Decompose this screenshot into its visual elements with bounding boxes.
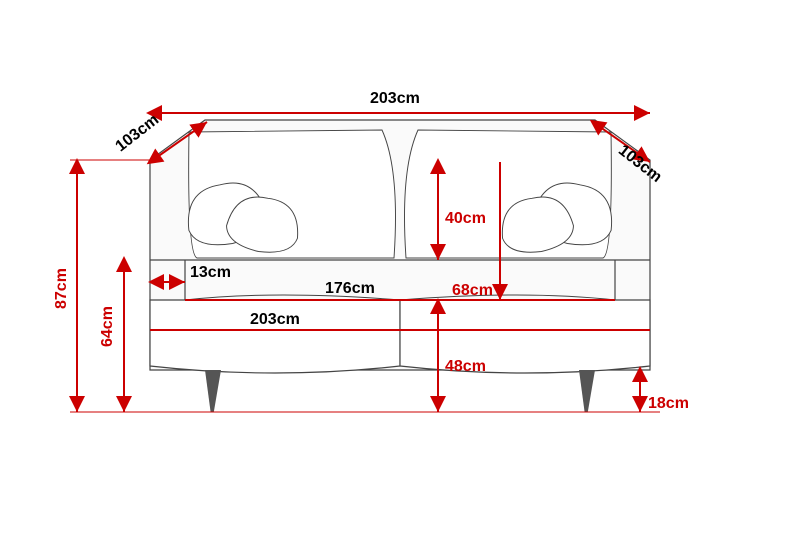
dim-label-leg_height: 18cm xyxy=(648,395,689,413)
dim-label-total_width_top: 203cm xyxy=(370,90,420,108)
dim-label-arm_depth: 13cm xyxy=(190,264,231,282)
sofa-dimension-diagram xyxy=(0,0,800,533)
dim-label-back_cushion_height: 40cm xyxy=(445,210,486,228)
dim-label-total_height: 87cm xyxy=(53,268,71,309)
dim-label-inner_width: 176cm xyxy=(325,280,375,298)
dim-label-seat_width: 203cm xyxy=(250,311,300,329)
dim-label-seat_cushion_height: 68cm xyxy=(452,282,493,300)
dim-label-arm_height: 64cm xyxy=(99,306,117,347)
dim-label-seat_height: 48cm xyxy=(445,358,486,376)
